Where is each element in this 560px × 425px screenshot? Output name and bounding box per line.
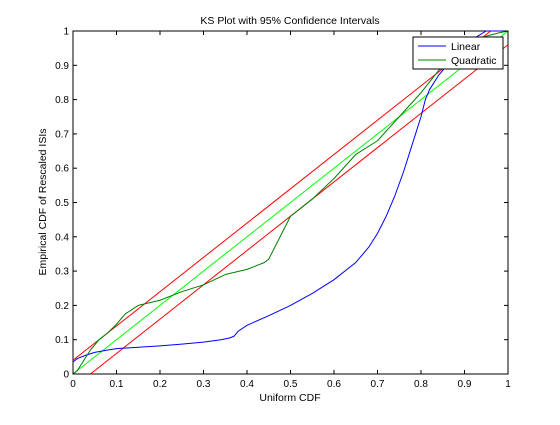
x-tick-label-4: 0.4 bbox=[240, 379, 254, 390]
x-tick-label-3: 0.3 bbox=[197, 379, 211, 390]
chart-title: KS Plot with 95% Confidence Intervals bbox=[200, 15, 379, 27]
x-tick-label-7: 0.7 bbox=[371, 379, 385, 390]
x-axis-ticks: 0 0.1 0.2 0.3 0.4 0.5 0.6 0.7 0.8 0.9 1 bbox=[70, 31, 511, 390]
y-tick-label-2: 0.2 bbox=[55, 301, 69, 312]
y-tick-label-4: 0.4 bbox=[55, 232, 69, 243]
y-axis-ticks: 0 0.1 0.2 0.3 0.4 0.5 0.6 0.7 0.8 0.9 1 bbox=[55, 27, 508, 381]
legend-box bbox=[412, 36, 504, 70]
y-tick-label-7: 0.7 bbox=[55, 129, 69, 140]
y-tick-label-5: 0.5 bbox=[55, 198, 69, 209]
x-tick-label-9: 0.9 bbox=[458, 379, 472, 390]
series-line-quadratic bbox=[72, 30, 509, 375]
y-tick-label-0: 0 bbox=[63, 370, 69, 381]
x-tick-label-0: 0 bbox=[70, 379, 76, 390]
y-tick-label-1: 0.1 bbox=[55, 335, 69, 346]
x-axis-label: Uniform CDF bbox=[259, 392, 320, 404]
x-tick-label-1: 0.1 bbox=[110, 379, 124, 390]
x-tick-label-10: 1 bbox=[505, 379, 511, 390]
x-tick-label-2: 0.2 bbox=[153, 379, 167, 390]
reference-line-1 bbox=[72, 30, 491, 361]
x-tick-label-8: 0.8 bbox=[414, 379, 428, 390]
legend-label-quadratic: Quadratic bbox=[451, 55, 497, 67]
reference-line-0 bbox=[72, 30, 509, 375]
y-tick-label-6: 0.6 bbox=[55, 164, 69, 175]
legend: Linear Quadratic bbox=[412, 36, 504, 70]
x-tick-label-6: 0.6 bbox=[327, 379, 341, 390]
x-tick-label-5: 0.5 bbox=[284, 379, 298, 390]
y-axis-label: Empirical CDF of Rescaled ISIs bbox=[37, 128, 49, 275]
y-tick-label-9: 0.9 bbox=[55, 61, 69, 72]
y-tick-label-10: 1 bbox=[63, 27, 69, 38]
plot-area bbox=[72, 30, 509, 375]
legend-label-linear: Linear bbox=[451, 41, 481, 53]
y-tick-label-8: 0.8 bbox=[55, 95, 69, 106]
y-tick-label-3: 0.3 bbox=[55, 267, 69, 278]
